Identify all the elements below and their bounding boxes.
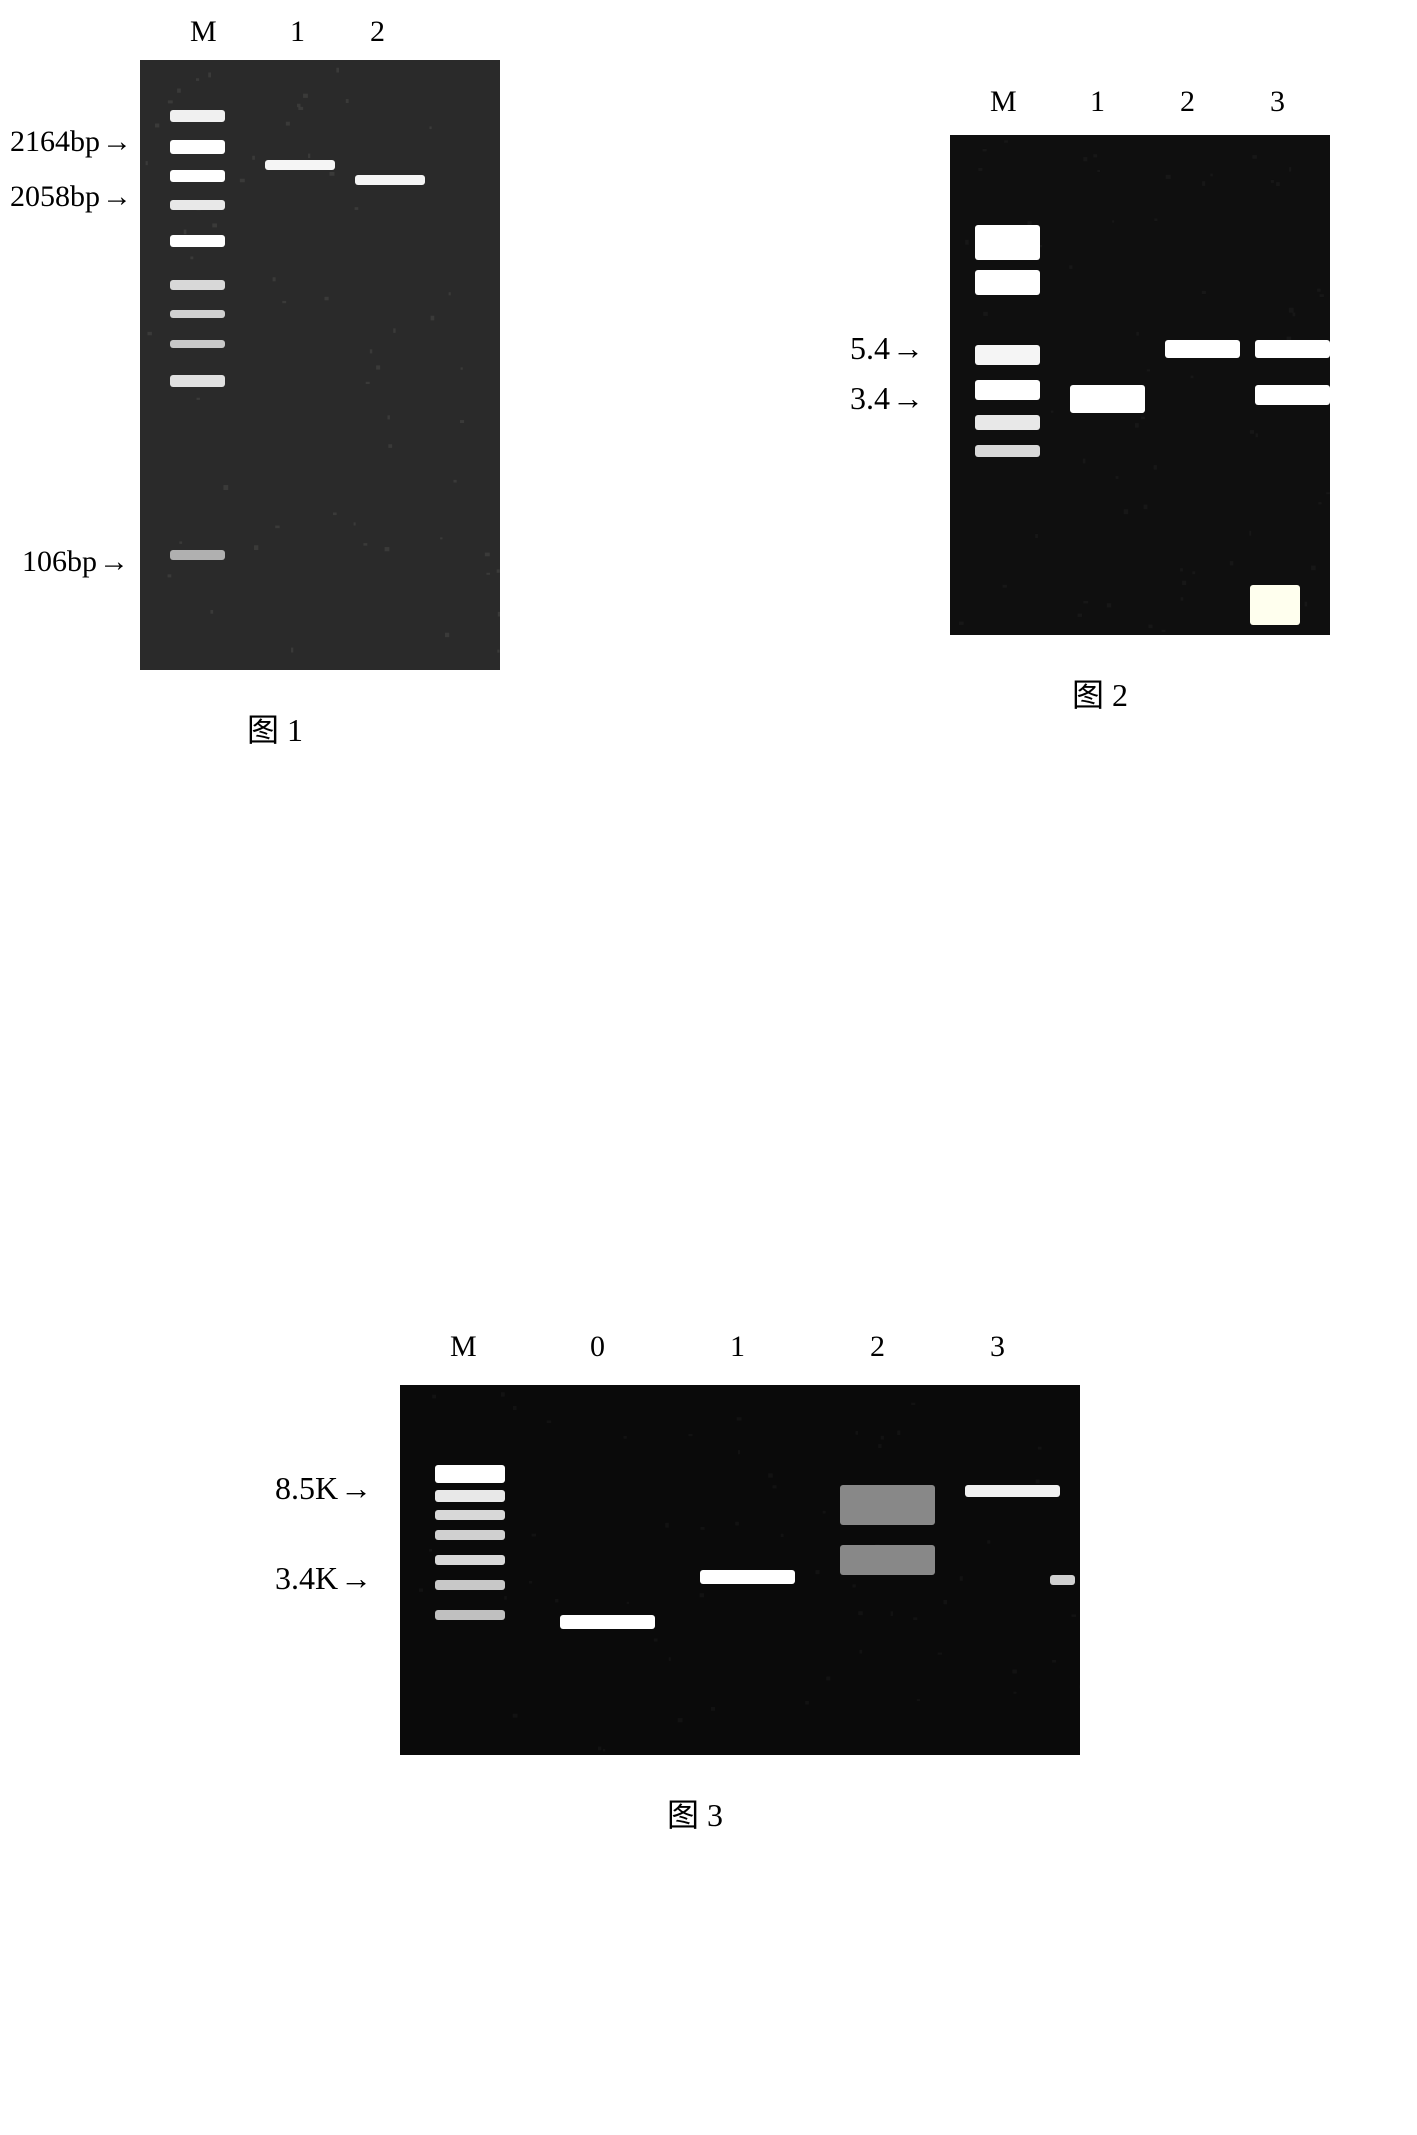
fig2-lane-label: M xyxy=(990,85,1017,119)
fig1-caption: 图 1 xyxy=(10,705,540,751)
fig1-gel: M 1 2 2164bp→ 2058bp→ 106bp→ xyxy=(10,10,500,670)
fig2-band xyxy=(1255,385,1330,405)
arrow-right-icon: → xyxy=(102,125,132,159)
fig3-gel-svg xyxy=(400,1385,1080,1755)
fig3-band xyxy=(1050,1575,1075,1585)
fig3-band xyxy=(435,1465,505,1483)
fig2-band xyxy=(975,270,1040,295)
fig1-side-label: 106bp→ xyxy=(22,545,129,579)
fig3-band xyxy=(435,1610,505,1620)
fig1-lane-label: 1 xyxy=(290,15,305,49)
fig3-lane-label: M xyxy=(450,1330,477,1364)
fig2-band xyxy=(975,445,1040,457)
fig2-lane-label: 1 xyxy=(1090,85,1105,119)
fig1-band xyxy=(170,235,225,247)
fig1-lane-label: 2 xyxy=(370,15,385,49)
fig3-band xyxy=(435,1580,505,1590)
fig1-band xyxy=(170,170,225,182)
fig2-caption: 图 2 xyxy=(830,670,1370,716)
fig2-gel-svg xyxy=(950,135,1330,635)
fig1-side-label: 2164bp→ xyxy=(10,125,132,159)
fig1-band xyxy=(170,140,225,154)
fig2-band xyxy=(1255,340,1330,358)
fig3-band xyxy=(435,1530,505,1540)
fig2-band xyxy=(1165,340,1240,358)
fig2-band xyxy=(975,345,1040,365)
fig3-lane-label: 2 xyxy=(870,1330,885,1364)
fig3-band xyxy=(435,1510,505,1520)
fig3-lane-label: 3 xyxy=(990,1330,1005,1364)
fig2-lane-label: 3 xyxy=(1270,85,1285,119)
fig1-band xyxy=(170,110,225,122)
fig1-band xyxy=(265,160,335,170)
fig3-band xyxy=(560,1615,655,1629)
arrow-right-icon: → xyxy=(340,1560,372,1597)
fig3-lane-label: 1 xyxy=(730,1330,745,1364)
fig1-lane-label: M xyxy=(190,15,217,49)
fig3-side-label: 3.4K→ xyxy=(275,1560,372,1597)
fig3-band xyxy=(840,1545,935,1575)
fig2-band xyxy=(1250,585,1300,625)
fig3-lane-label: 0 xyxy=(590,1330,605,1364)
arrow-right-icon: → xyxy=(340,1470,372,1507)
fig2-side-label: 5.4→ xyxy=(850,330,924,367)
fig3-band xyxy=(965,1485,1060,1497)
fig2-band xyxy=(975,415,1040,430)
fig2-lane-label: 2 xyxy=(1180,85,1195,119)
fig3-band xyxy=(435,1490,505,1502)
fig3-band xyxy=(840,1485,935,1525)
fig1-band xyxy=(170,200,225,210)
arrow-right-icon: → xyxy=(99,545,129,579)
fig2-band xyxy=(975,380,1040,400)
fig1-band xyxy=(170,550,225,560)
fig2-band xyxy=(975,225,1040,260)
fig3-band xyxy=(435,1555,505,1565)
fig1-band xyxy=(170,375,225,387)
fig1-side-label: 2058bp→ xyxy=(10,180,132,214)
fig1-band xyxy=(355,175,425,185)
fig2-band xyxy=(1070,385,1145,413)
fig1-band xyxy=(170,310,225,318)
arrow-right-icon: → xyxy=(892,380,924,417)
fig3-band xyxy=(700,1570,795,1584)
arrow-right-icon: → xyxy=(892,330,924,367)
figure-3: M 0 1 2 3 8.5K→ 3.4K→ 图 3 xyxy=(270,1330,1120,1836)
arrow-right-icon: → xyxy=(102,180,132,214)
fig2-side-label: 3.4→ xyxy=(850,380,924,417)
fig3-caption: 图 3 xyxy=(270,1790,1120,1836)
fig1-band xyxy=(170,280,225,290)
fig3-side-label: 8.5K→ xyxy=(275,1470,372,1507)
fig1-gel-svg xyxy=(140,60,500,670)
figure-1: M 1 2 2164bp→ 2058bp→ 106bp→ 图 1 xyxy=(10,10,540,751)
fig3-gel: M 0 1 2 3 8.5K→ 3.4K→ xyxy=(270,1330,1080,1755)
fig2-gel: M 1 2 3 5.4→ 3.4→ xyxy=(830,80,1330,635)
figure-2: M 1 2 3 5.4→ 3.4→ 图 2 xyxy=(830,80,1370,716)
fig1-band xyxy=(170,340,225,348)
